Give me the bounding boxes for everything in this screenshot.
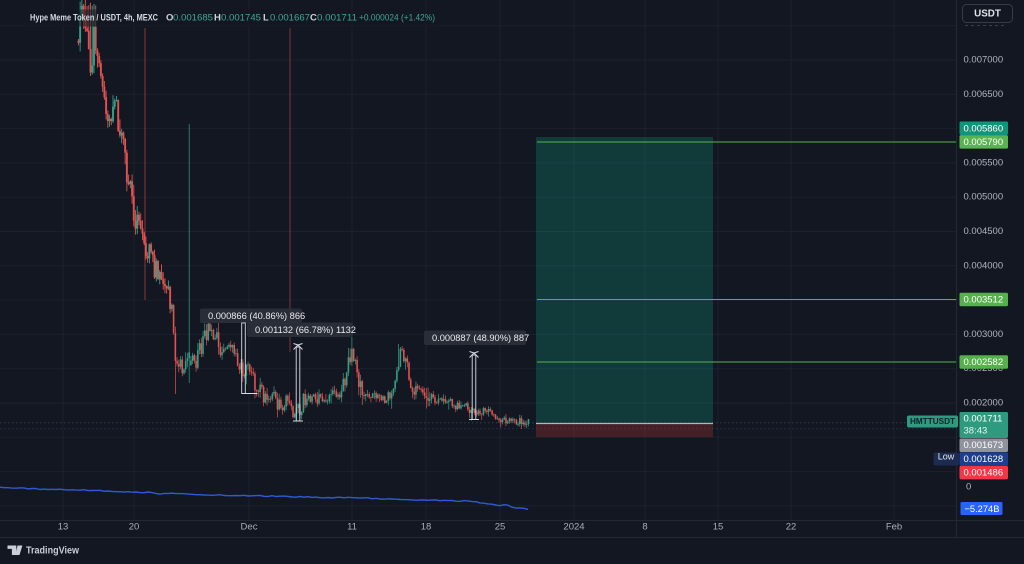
svg-text:0.003000: 0.003000 bbox=[964, 329, 1004, 340]
svg-text:0.001673: 0.001673 bbox=[964, 440, 1004, 451]
svg-text:15: 15 bbox=[713, 522, 724, 533]
svg-text:2024: 2024 bbox=[563, 522, 584, 533]
svg-text:C: C bbox=[310, 13, 317, 24]
svg-text:0.005860: 0.005860 bbox=[964, 123, 1004, 134]
svg-text:O: O bbox=[166, 13, 173, 24]
svg-text:0.002582: 0.002582 bbox=[964, 357, 1004, 368]
svg-text:+0.000024 (+1.42%): +0.000024 (+1.42%) bbox=[359, 13, 435, 24]
svg-text:USDT: USDT bbox=[974, 8, 1001, 19]
svg-text:18: 18 bbox=[421, 522, 432, 533]
svg-text:0.001486: 0.001486 bbox=[964, 468, 1004, 479]
svg-text:20: 20 bbox=[129, 522, 140, 533]
svg-text:0.001685: 0.001685 bbox=[173, 13, 213, 24]
svg-text:0.004500: 0.004500 bbox=[964, 226, 1004, 237]
svg-text:Dec: Dec bbox=[241, 522, 258, 533]
svg-text:0.005500: 0.005500 bbox=[964, 157, 1004, 168]
svg-text:−5.274B: −5.274B bbox=[965, 504, 1000, 514]
svg-text:8: 8 bbox=[642, 522, 647, 533]
svg-text:0.000866 (40.86%) 866: 0.000866 (40.86%) 866 bbox=[208, 311, 305, 321]
svg-text:HMTTUSDT: HMTTUSDT bbox=[910, 417, 955, 426]
svg-text:0.001745: 0.001745 bbox=[221, 13, 261, 24]
svg-text:13: 13 bbox=[58, 522, 69, 533]
svg-text:L: L bbox=[263, 13, 269, 24]
svg-text:0.001132 (66.78%) 1132: 0.001132 (66.78%) 1132 bbox=[255, 325, 356, 335]
svg-text:0: 0 bbox=[966, 482, 971, 493]
svg-text:0.001711: 0.001711 bbox=[317, 13, 357, 24]
svg-text:22: 22 bbox=[786, 522, 797, 533]
svg-text:0.001628: 0.001628 bbox=[964, 454, 1004, 465]
svg-text:Feb: Feb bbox=[886, 522, 902, 533]
svg-text:0.006500: 0.006500 bbox=[964, 89, 1004, 100]
svg-text:0.001667: 0.001667 bbox=[270, 13, 310, 24]
svg-text:0.007000: 0.007000 bbox=[964, 55, 1004, 66]
svg-text:0.003512: 0.003512 bbox=[964, 295, 1004, 306]
svg-text:TradingView: TradingView bbox=[26, 545, 80, 557]
svg-text:Hype Meme Token / USDT, 4h, ME: Hype Meme Token / USDT, 4h, MEXC bbox=[30, 13, 158, 24]
svg-text:25: 25 bbox=[495, 522, 506, 533]
svg-text:38:43: 38:43 bbox=[964, 426, 988, 437]
svg-text:0.001711: 0.001711 bbox=[964, 414, 1003, 425]
svg-text:0.000887 (48.90%) 887: 0.000887 (48.90%) 887 bbox=[432, 333, 529, 343]
svg-text:0.004000: 0.004000 bbox=[964, 260, 1004, 271]
svg-text:H: H bbox=[214, 13, 221, 24]
svg-text:Low: Low bbox=[938, 452, 955, 462]
svg-text:11: 11 bbox=[347, 522, 357, 533]
svg-text:0.002000: 0.002000 bbox=[964, 398, 1004, 409]
svg-text:0.005000: 0.005000 bbox=[964, 192, 1004, 203]
svg-text:0.005790: 0.005790 bbox=[964, 137, 1004, 148]
